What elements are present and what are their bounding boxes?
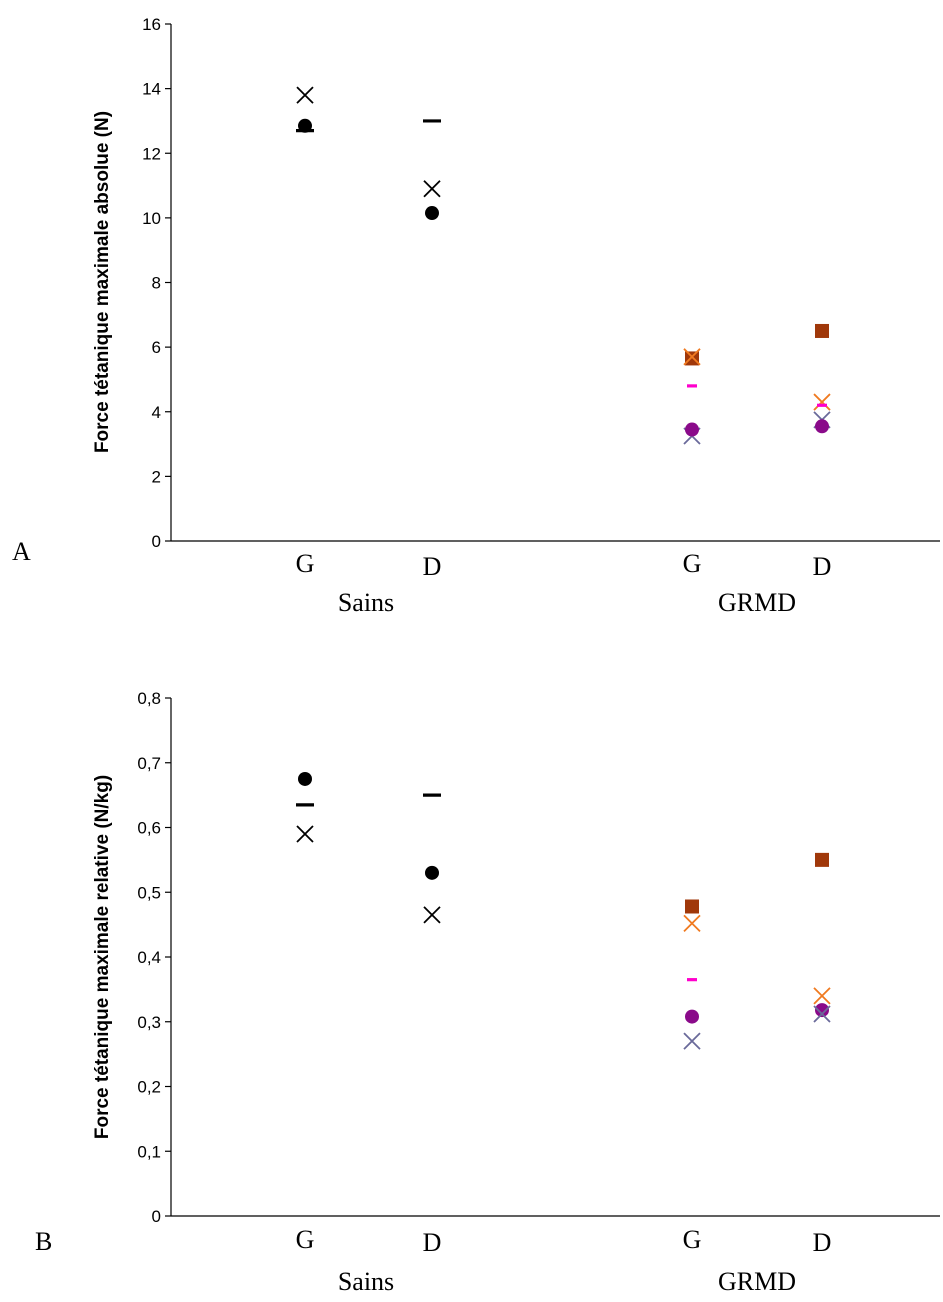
x-category-label: D [813, 1228, 832, 1257]
x-group-label: Sains [338, 588, 394, 617]
data-point-x-orange [683, 914, 701, 932]
y-tick-label: 12 [142, 144, 161, 163]
data-point-circle-black [425, 206, 439, 221]
data-point-x-orange [813, 393, 831, 411]
y-tick-label: 6 [152, 338, 161, 357]
x-category-label: G [683, 549, 702, 578]
y-tick-label: 4 [152, 403, 161, 422]
y-tick-label: 16 [142, 15, 161, 34]
x-group-label: GRMD [718, 1267, 796, 1296]
data-point-square-brown [685, 351, 699, 366]
panel-label: A [12, 537, 31, 566]
y-tick-label: 0 [152, 1207, 161, 1226]
x-category-label: D [813, 552, 832, 581]
y-tick-label: 0,5 [137, 883, 161, 902]
y-tick-label: 0,4 [137, 948, 161, 967]
x-category-label: G [296, 549, 315, 578]
data-point-x-black [423, 906, 441, 924]
y-tick-label: 0,3 [137, 1013, 161, 1032]
data-point-x-black [296, 86, 314, 104]
data-point-circle-purple [685, 1009, 699, 1024]
y-tick-label: 0,1 [137, 1142, 161, 1161]
y-tick-label: 8 [152, 274, 161, 293]
data-point-circle-black [425, 865, 439, 880]
panel-label: B [35, 1227, 52, 1256]
data-point-circle-black [298, 771, 312, 786]
data-point-x-black [296, 825, 314, 843]
y-tick-label: 2 [152, 467, 161, 486]
y-axis-label: Force tétanique maximale absolue (N) [92, 111, 113, 453]
x-category-label: G [296, 1225, 315, 1254]
x-group-label: Sains [338, 1267, 394, 1296]
data-point-square-brown [685, 899, 699, 914]
x-category-label: D [423, 1228, 442, 1257]
data-point-circle-purple [685, 422, 699, 437]
chart-panel-A: 0 2 4 6 8 10 12 14 16 Force tétanique maximale ab… [12, 15, 940, 617]
chart-panel-B: 0 0,1 0,2 0,3 0,4 0,5 0,6 0,7 0,8 Force tétanique… [35, 689, 940, 1296]
y-tick-label: 0,2 [137, 1078, 161, 1097]
x-category-label: G [683, 1225, 702, 1254]
y-tick-label: 0 [152, 532, 161, 551]
data-point-x-slate [813, 1005, 831, 1023]
y-tick-label: 0,7 [137, 754, 161, 773]
data-point-circle-purple [815, 1003, 829, 1018]
x-group-label: GRMD [718, 588, 796, 617]
y-tick-label: 10 [142, 209, 161, 228]
y-axis-label: Force tétanique maximale relative (N/kg) [92, 775, 113, 1139]
data-point-x-orange [813, 987, 831, 1005]
data-point-circle-purple [815, 419, 829, 434]
y-tick-label: 0,6 [137, 819, 161, 838]
data-point-square-brown [815, 852, 829, 867]
y-tick-label: 0,8 [137, 689, 161, 708]
data-point-x-black [423, 180, 441, 198]
y-tick-label: 14 [142, 80, 161, 99]
data-point-square-brown [815, 323, 829, 338]
data-point-x-orange [683, 348, 701, 366]
x-category-label: D [423, 552, 442, 581]
data-point-x-slate [683, 1032, 701, 1050]
